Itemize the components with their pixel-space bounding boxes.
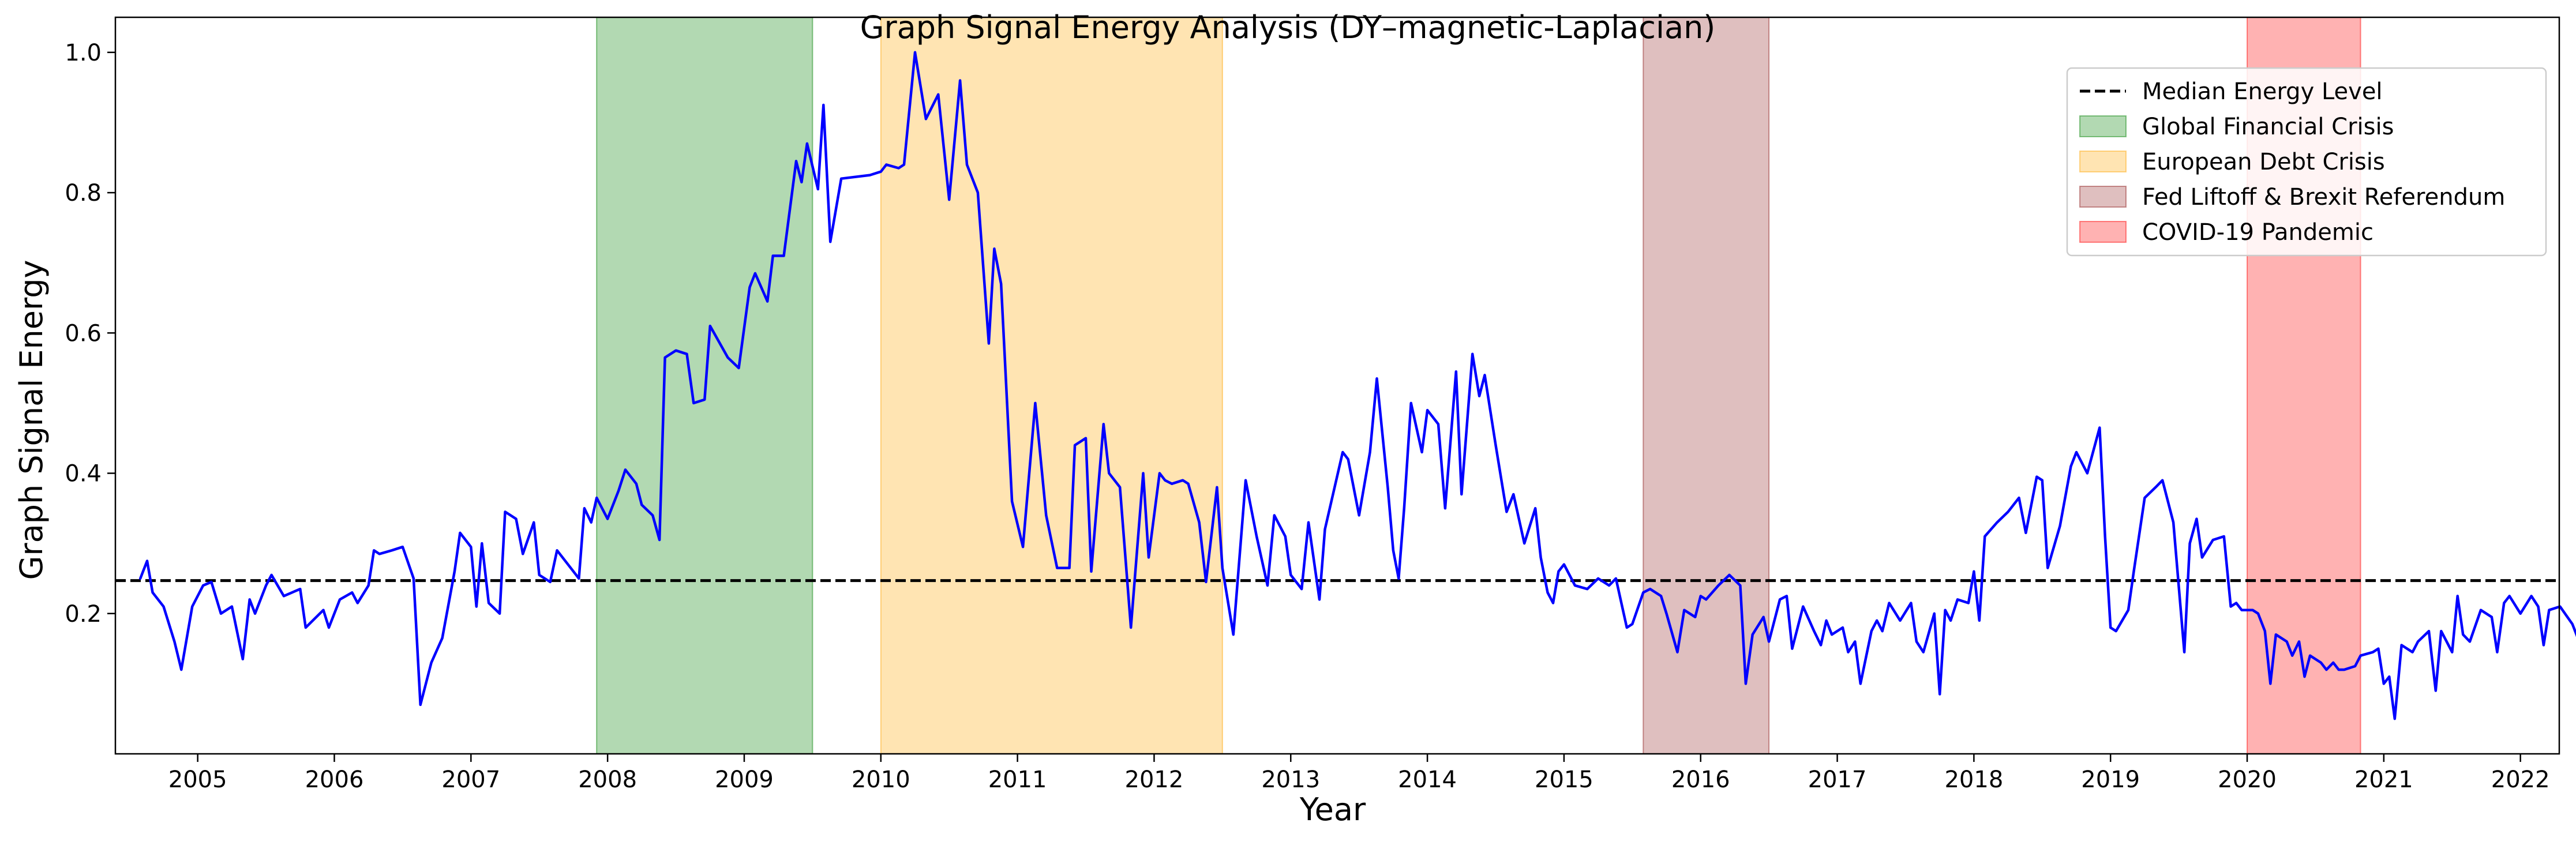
x-tick-label: 2006 <box>305 767 364 793</box>
x-tick-label: 2020 <box>2218 767 2277 793</box>
y-tick-label: 0.8 <box>65 180 102 206</box>
legend-swatch-region-4 <box>2079 221 2127 243</box>
legend-label-median: Median Energy Level <box>2142 78 2383 105</box>
x-tick-label: 2016 <box>1671 767 1730 793</box>
region-2 <box>880 17 1223 754</box>
y-tick-label: 0.2 <box>65 601 102 628</box>
x-tick-label: 2015 <box>1535 767 1593 793</box>
series-line-1 <box>138 51 2576 720</box>
legend-box <box>2066 67 2547 257</box>
x-tick-label: 2014 <box>1398 767 1457 793</box>
plot-frame <box>114 16 2560 755</box>
series-layer <box>138 51 2576 720</box>
axes-layer: 2005 2006 2007 2008 2009 2010 2011 2012 2013 2014… <box>65 16 2560 793</box>
x-tick-label: 2017 <box>1808 767 1867 793</box>
y-tick-label: 0.6 <box>65 320 102 347</box>
x-tick-label: 2013 <box>1261 767 1320 793</box>
x-tick-label: 2007 <box>441 767 500 793</box>
y-axis-label: Graph Signal Energy <box>13 260 50 580</box>
legend: Median Energy Level Global Financial Cris… <box>2066 67 2547 257</box>
x-tick-label: 2005 <box>168 767 227 793</box>
legend-label-region-2: European Debt Crisis <box>2142 149 2385 175</box>
x-tick-label: 2019 <box>2081 767 2140 793</box>
legend-swatch-region-2 <box>2079 151 2127 172</box>
legend-label-region-3: Fed Liftoff & Brexit Referendum <box>2142 184 2505 211</box>
legend-label-region-1: Global Financial Crisis <box>2142 114 2394 140</box>
y-tick-label: 1.0 <box>65 40 102 66</box>
x-tick-label: 2011 <box>988 767 1047 793</box>
x-tick-label: 2021 <box>2354 767 2413 793</box>
legend-swatch-region-3 <box>2079 186 2127 208</box>
legend-swatch-region-1 <box>2079 115 2127 137</box>
x-tick-label: 2010 <box>852 767 910 793</box>
x-tick-label: 2018 <box>1944 767 2003 793</box>
y-tick-label: 0.4 <box>65 461 102 487</box>
x-tick-label: 2022 <box>2491 767 2550 793</box>
x-axis-label: Year <box>1299 791 1366 828</box>
x-tick-label: 2009 <box>715 767 774 793</box>
legend-label-region-4: COVID-19 Pandemic <box>2142 219 2373 246</box>
chart-title: Graph Signal Energy Analysis (DY–magneti… <box>860 9 1716 46</box>
x-tick-label: 2012 <box>1125 767 1184 793</box>
x-tick-label: 2008 <box>578 767 637 793</box>
